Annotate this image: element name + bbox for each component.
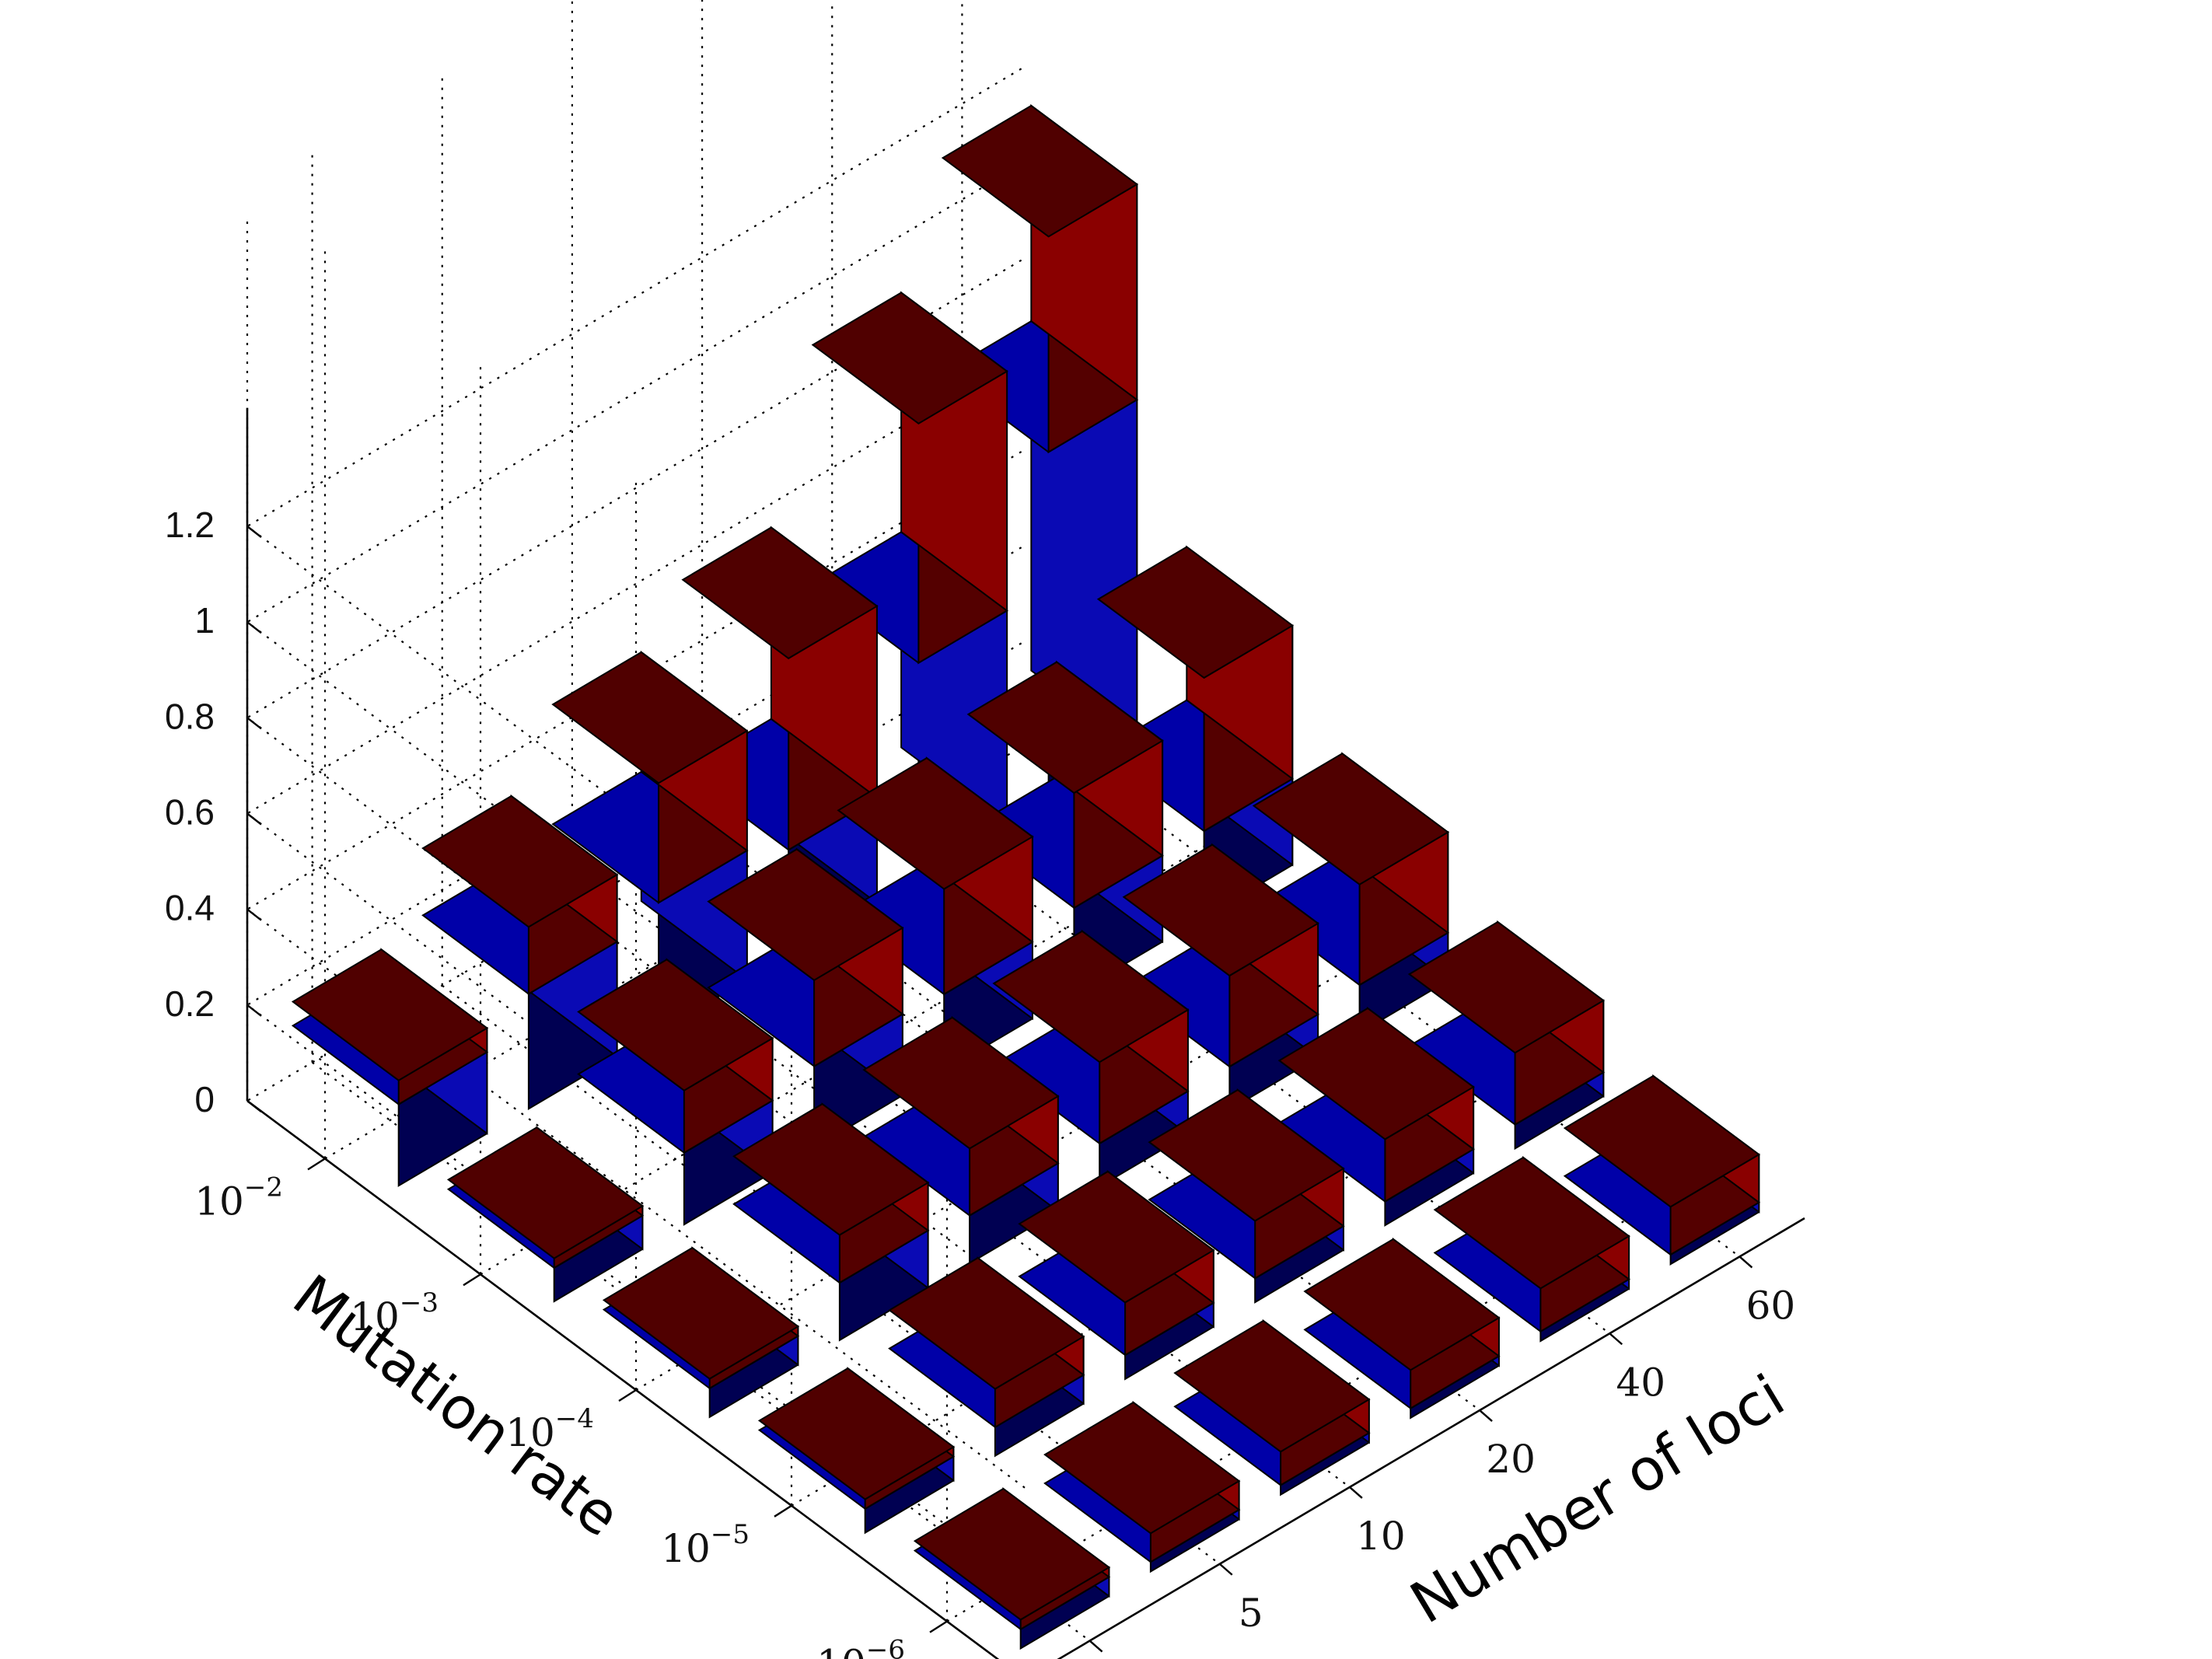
bar-segment-red bbox=[1096, 545, 1295, 833]
y-tick-mark bbox=[618, 1388, 637, 1402]
z-tick-label: 1.2 bbox=[165, 505, 215, 545]
z-tick-mark bbox=[246, 1004, 262, 1017]
z-tick-mark bbox=[246, 1100, 262, 1112]
y-tick-mark bbox=[929, 1620, 948, 1633]
bar-segment-red bbox=[862, 1015, 1060, 1217]
bar-segment-red bbox=[1433, 1155, 1630, 1333]
label-layer: 00.20.40.60.811.210−210−310−410−510−6251… bbox=[165, 505, 1795, 1659]
x-axis-line bbox=[1057, 1217, 1805, 1659]
y-tick-label: 10−3 bbox=[350, 1287, 439, 1339]
x-tick-mark bbox=[1479, 1409, 1493, 1422]
bar-segment-red bbox=[732, 1102, 930, 1284]
bar-segment-red bbox=[551, 650, 749, 904]
x-tick-mark bbox=[1349, 1486, 1363, 1499]
x-tick-mark bbox=[1738, 1256, 1753, 1269]
bar-segment-red bbox=[577, 958, 774, 1154]
x-tick-label: 5 bbox=[1239, 1591, 1263, 1636]
bar-segment-red bbox=[707, 847, 904, 1068]
bar-segment-red bbox=[1043, 1400, 1241, 1563]
bar-segment-red bbox=[811, 291, 1008, 665]
x-tick-mark bbox=[1609, 1332, 1623, 1346]
y-tick-label: 10−4 bbox=[505, 1403, 594, 1455]
bar-segment-red bbox=[291, 948, 489, 1106]
z-tick-mark bbox=[246, 526, 262, 538]
bar-segment-red bbox=[913, 1487, 1111, 1631]
bar-segment-red bbox=[966, 660, 1164, 910]
bar-segment-red bbox=[1122, 843, 1319, 1068]
bar-segment-red bbox=[681, 526, 879, 851]
x-tick-label: 40 bbox=[1616, 1360, 1665, 1405]
bar-segment-red bbox=[1252, 752, 1450, 987]
x-tick-label: 10 bbox=[1356, 1514, 1406, 1559]
z-tick-mark bbox=[246, 812, 262, 826]
bar-segment-red bbox=[1407, 920, 1606, 1126]
bar-segment-red bbox=[837, 756, 1034, 996]
z-tick-label: 0.8 bbox=[165, 696, 215, 736]
z-tick-label: 0.6 bbox=[165, 792, 215, 833]
z-tick-mark bbox=[246, 908, 262, 921]
bar-segment-red bbox=[421, 794, 619, 996]
bar-segment-red bbox=[888, 1256, 1085, 1429]
z-tick-label: 0.4 bbox=[165, 888, 215, 928]
bar-segment-red bbox=[1303, 1237, 1501, 1410]
bar-segment-red bbox=[941, 103, 1139, 454]
bar-segment-red bbox=[446, 1126, 645, 1270]
z-tick-label: 1 bbox=[194, 600, 215, 641]
bar-segment-red bbox=[1018, 1170, 1215, 1357]
y-tick-mark bbox=[774, 1504, 792, 1518]
x-tick-mark bbox=[1089, 1640, 1103, 1653]
y-tick-label: 10−5 bbox=[661, 1519, 750, 1571]
axis-layer bbox=[246, 407, 1805, 1659]
x-tick-label: 60 bbox=[1746, 1283, 1796, 1328]
z-tick-label: 0 bbox=[194, 1079, 215, 1119]
x-tick-label: 20 bbox=[1486, 1437, 1536, 1482]
bar-layer bbox=[291, 103, 1761, 1650]
z-tick-mark bbox=[246, 621, 262, 634]
y-tick-mark bbox=[463, 1273, 481, 1287]
z-tick-label: 0.2 bbox=[165, 983, 215, 1024]
bar-segment-red bbox=[1277, 1007, 1475, 1203]
x-tick-mark bbox=[1218, 1563, 1233, 1576]
z-tick-mark bbox=[246, 717, 262, 730]
bar-segment-red bbox=[1148, 1088, 1345, 1280]
bar-segment-red bbox=[602, 1246, 800, 1390]
bar-segment-red bbox=[757, 1367, 956, 1511]
bar-segment-red bbox=[1563, 1074, 1761, 1256]
y-tick-mark bbox=[307, 1158, 326, 1171]
y-tick-label: 10−6 bbox=[816, 1635, 905, 1659]
bar-segment-red bbox=[992, 929, 1190, 1145]
bar-segment-red bbox=[1173, 1318, 1371, 1487]
y-tick-label: 10−2 bbox=[194, 1172, 283, 1224]
x-axis-title: Number of loci bbox=[1400, 1362, 1795, 1636]
